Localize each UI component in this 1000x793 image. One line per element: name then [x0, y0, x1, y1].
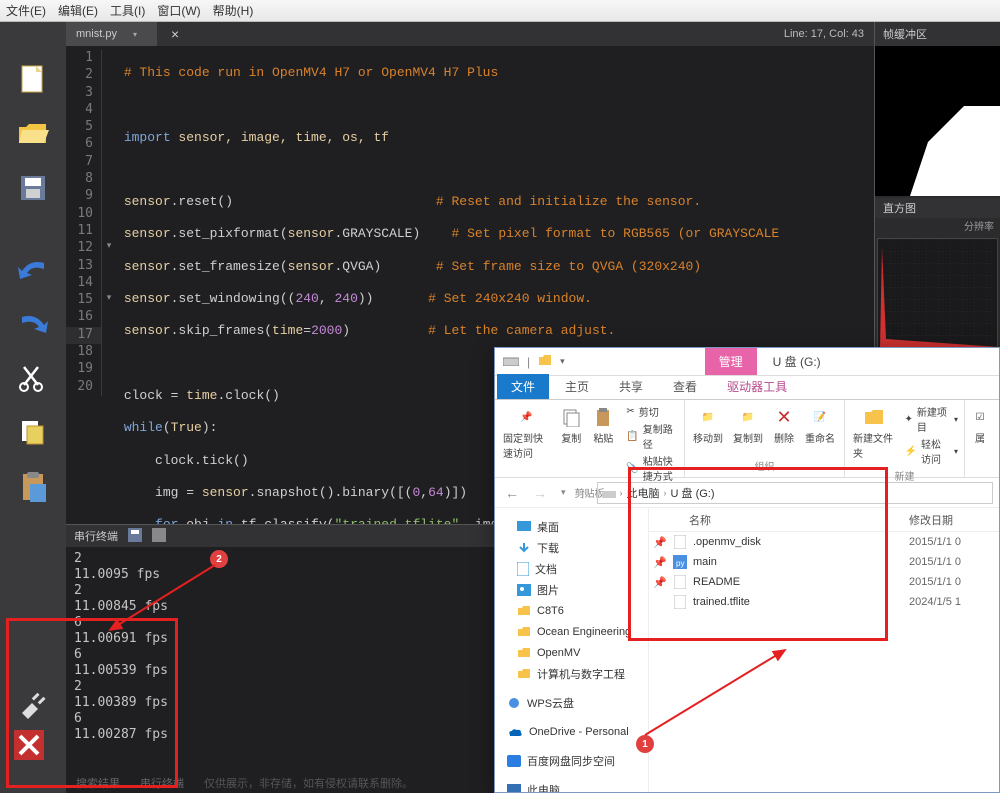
file-row[interactable]: 📌pymain2015/1/1 0 — [649, 552, 999, 572]
paste-icon[interactable] — [13, 468, 53, 504]
copy-button[interactable]: 复制 — [558, 404, 584, 485]
save-icon[interactable] — [13, 170, 53, 206]
undo-icon[interactable] — [13, 252, 53, 288]
tab-close-icon[interactable]: × — [163, 26, 187, 42]
qat-folder-icon[interactable] — [538, 354, 552, 369]
svg-text:py: py — [676, 559, 684, 568]
cut-icon[interactable] — [13, 360, 53, 396]
footer-tab-terminal[interactable]: 串行终端 — [140, 775, 184, 791]
breadcrumb-drive[interactable]: U 盘 (G:) — [671, 485, 715, 501]
tab-view[interactable]: 查看 — [659, 374, 711, 399]
easyaccess-button[interactable]: ⚡轻松访问▾ — [905, 436, 959, 466]
file-row[interactable]: 📌README2015/1/1 0 — [649, 572, 999, 592]
tab-home[interactable]: 主页 — [551, 374, 603, 399]
tab-share[interactable]: 共享 — [605, 374, 657, 399]
tab-filename: mnist.py — [76, 28, 117, 40]
histogram-chart — [877, 238, 998, 348]
newfolder-button[interactable]: 新建文件夹 — [851, 404, 897, 468]
nav-documents[interactable]: 文档 — [499, 558, 644, 579]
nav-folder-c8t6[interactable]: C8T6 — [499, 600, 644, 621]
nav-desktop[interactable]: 桌面 — [499, 516, 644, 537]
new-file-icon[interactable] — [13, 62, 53, 98]
tab-dropdown-icon[interactable]: ▾ — [133, 30, 137, 39]
nav-wps[interactable]: WPS云盘 — [499, 692, 644, 713]
forward-button[interactable]: → — [529, 485, 551, 501]
disconnect-icon[interactable] — [14, 730, 48, 765]
nav-onedrive[interactable]: OneDrive - Personal — [499, 721, 644, 742]
tab-file[interactable]: 文件 — [497, 374, 549, 399]
footer-tab-search[interactable]: 搜索结果 — [76, 775, 120, 791]
nav-folder-openmv[interactable]: OpenMV — [499, 642, 644, 663]
file-list[interactable]: 名称 修改日期 📌.openmv_disk2015/1/1 0 📌pymain2… — [649, 508, 999, 792]
back-button[interactable]: ← — [501, 485, 523, 501]
nav-folder-cs[interactable]: 计算机与数字工程 — [499, 663, 644, 684]
ribbon-group-organize: 组织 — [691, 458, 838, 473]
open-folder-icon[interactable] — [13, 116, 53, 152]
framebuffer-title: 帧缓冲区 — [875, 22, 1000, 46]
connect-icon[interactable] — [14, 687, 48, 726]
newitem-button[interactable]: ✦新建项目▾ — [905, 404, 959, 434]
col-name[interactable]: 名称 — [649, 512, 909, 528]
copyto-button[interactable]: 📁复制到 — [731, 404, 765, 447]
menu-window[interactable]: 窗口(W) — [157, 2, 200, 19]
file-tab[interactable]: mnist.py ▾ — [66, 22, 157, 46]
delete-button[interactable]: ✕删除 — [771, 404, 797, 447]
contextual-tab[interactable]: 管理 — [705, 348, 757, 375]
ribbon: 📌固定到快速访问 复制 粘贴 ✂剪切 📋复制路径 📎粘贴快捷方式 剪贴板 📁移动… — [495, 400, 999, 478]
menubar: 文件(E) 编辑(E) 工具(I) 窗口(W) 帮助(H) — [0, 0, 1000, 22]
explorer-tabs: 文件 主页 共享 查看 驱动器工具 — [495, 376, 999, 400]
nav-pane[interactable]: 桌面 下载 文档 图片 C8T6 Ocean Engineering OpenM… — [495, 508, 649, 792]
copypath-button[interactable]: 📋复制路径 — [626, 421, 678, 451]
footer-watermark: 仅供展示，非存储，如有侵权请联系删除。 — [204, 775, 413, 791]
drive-icon — [503, 354, 519, 369]
histogram-title: 直方图 — [875, 198, 1000, 218]
menu-help[interactable]: 帮助(H) — [213, 2, 254, 19]
rename-button[interactable]: 📝重命名 — [803, 404, 837, 447]
explorer-titlebar[interactable]: | ▾ 管理 U 盘 (G:) — [495, 348, 999, 376]
nav-thispc[interactable]: 此电脑 — [499, 779, 644, 792]
footer-tabs: 搜索结果 串行终端 仅供展示，非存储，如有侵权请联系删除。 — [76, 775, 413, 791]
properties-button[interactable]: ☑属 — [971, 404, 989, 447]
cut-button[interactable]: ✂剪切 — [626, 404, 678, 419]
recent-dropdown-icon[interactable]: ▾ — [557, 487, 570, 498]
fold-column: ▾▾ — [102, 46, 116, 524]
nav-folder-ocean[interactable]: Ocean Engineering — [499, 621, 644, 642]
terminal-title: 串行终端 — [74, 528, 118, 544]
menu-edit[interactable]: 编辑(E) — [58, 2, 98, 19]
moveto-button[interactable]: 📁移动到 — [691, 404, 725, 447]
nav-pictures[interactable]: 图片 — [499, 579, 644, 600]
redo-icon[interactable] — [13, 306, 53, 342]
copy-icon[interactable] — [13, 414, 53, 450]
cursor-status: Line: 17, Col: 43 — [784, 28, 864, 40]
nav-baidu[interactable]: 百度网盘同步空间 — [499, 750, 644, 771]
menu-file[interactable]: 文件(E) — [6, 2, 46, 19]
terminal-save-icon[interactable] — [128, 528, 142, 545]
file-explorer-window[interactable]: | ▾ 管理 U 盘 (G:) 文件 主页 共享 查看 驱动器工具 📌固定到快速… — [494, 347, 1000, 793]
col-date[interactable]: 修改日期 — [909, 512, 999, 528]
histogram-subtitle: 分辨率 — [875, 218, 1000, 236]
address-input[interactable]: › 此电脑 › U 盘 (G:) — [597, 482, 993, 504]
pin-button[interactable]: 📌固定到快速访问 — [501, 404, 552, 485]
column-headers[interactable]: 名称 修改日期 — [649, 508, 999, 532]
paste-button[interactable]: 粘贴 — [590, 404, 616, 485]
file-row[interactable]: trained.tflite2024/1/5 1 — [649, 592, 999, 612]
file-row[interactable]: 📌.openmv_disk2015/1/1 0 — [649, 532, 999, 552]
line-gutter: 1234567891011121314151617181920 — [66, 46, 102, 524]
window-title: U 盘 (G:) — [757, 353, 821, 370]
breadcrumb-pc[interactable]: 此电脑 — [627, 485, 660, 501]
annotation-badge-1: 1 — [636, 735, 654, 753]
address-bar: ← → ▾ ↑ › 此电脑 › U 盘 (G:) — [495, 478, 999, 508]
nav-downloads[interactable]: 下载 — [499, 537, 644, 558]
left-toolbar — [0, 22, 66, 793]
annotation-badge-2: 2 — [210, 550, 228, 568]
qat-dropdown-icon[interactable]: ▾ — [560, 356, 565, 367]
terminal-clear-icon[interactable] — [152, 528, 166, 545]
tab-bar: mnist.py ▾ × Line: 17, Col: 43 — [66, 22, 874, 46]
tab-drivetools[interactable]: 驱动器工具 — [713, 374, 801, 399]
up-button[interactable]: ↑ — [576, 485, 591, 501]
menu-tools[interactable]: 工具(I) — [110, 2, 145, 19]
framebuffer-preview — [875, 46, 1000, 196]
